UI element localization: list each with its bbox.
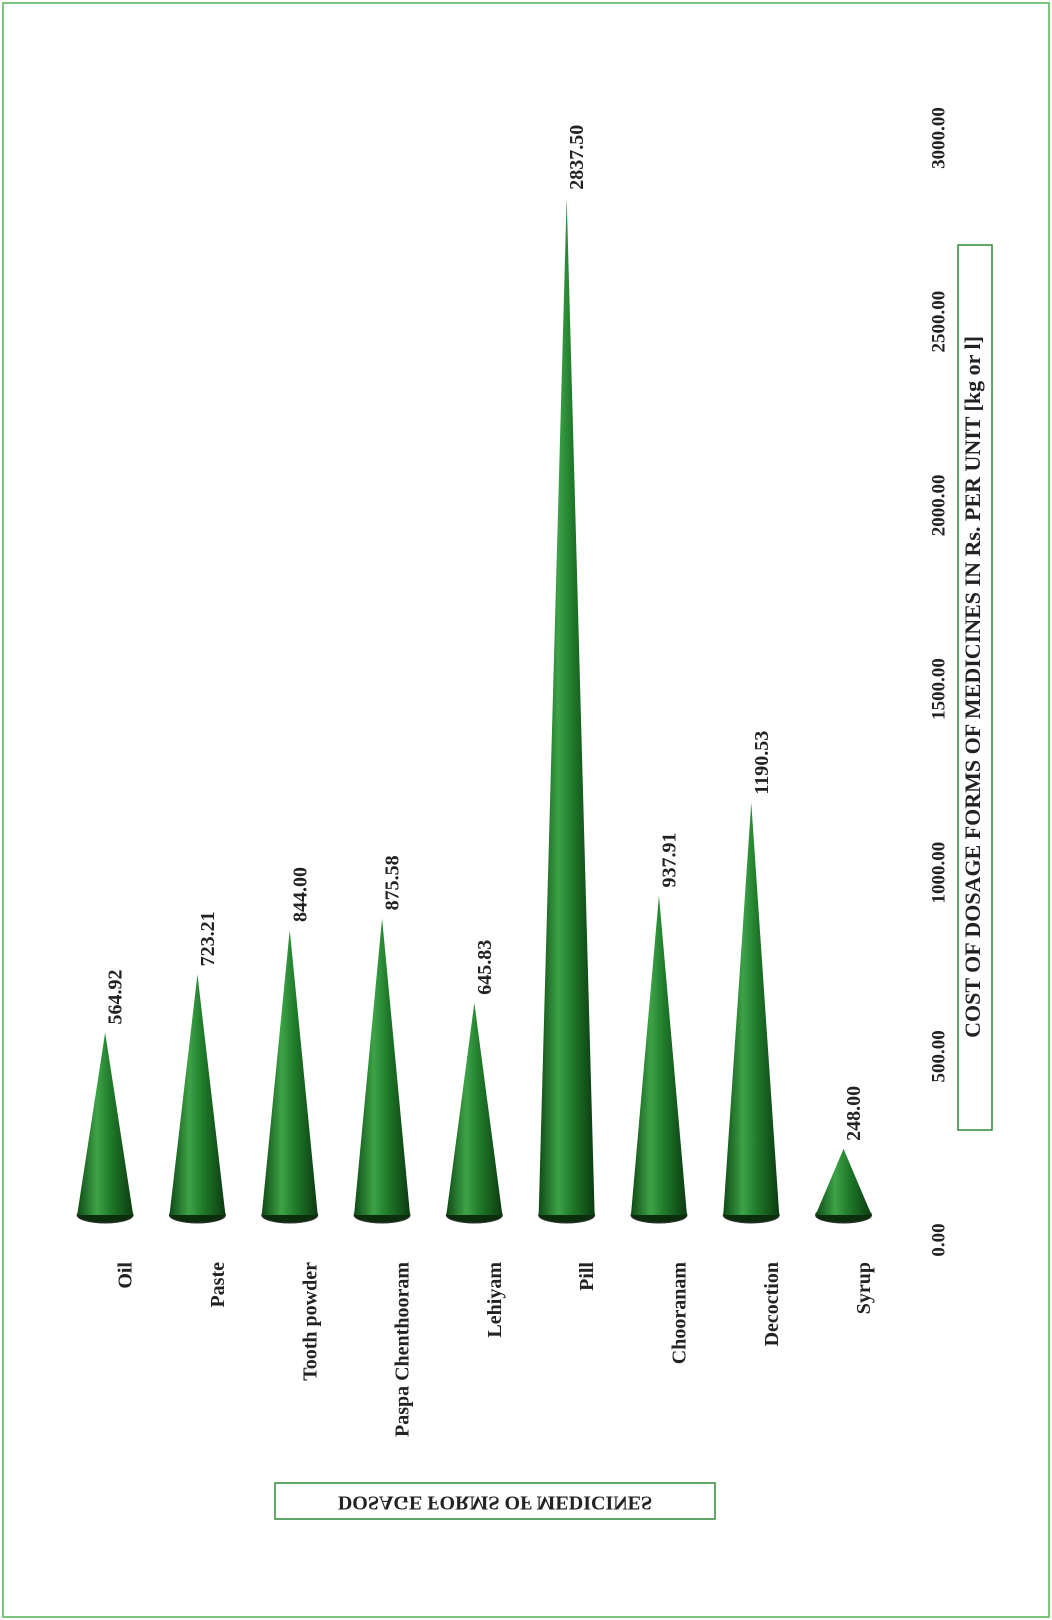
cone (77, 1032, 134, 1215)
cone (538, 197, 595, 1216)
y-tick-label: 3000.00 (928, 107, 949, 169)
value-label: 937.91 (659, 832, 681, 887)
x-tick-label: Lehiyam (484, 1262, 506, 1338)
y-tick-label: 2500.00 (928, 291, 949, 353)
x-tick-label: Pill (576, 1262, 598, 1291)
cone (354, 918, 411, 1215)
value-label: 1190.53 (751, 731, 773, 795)
cone (723, 802, 780, 1215)
cone (815, 1148, 872, 1215)
x-tick-label: Tooth powder (299, 1262, 321, 1381)
value-label: 564.92 (105, 969, 127, 1024)
y-tick-label: 1500.00 (928, 658, 949, 720)
x-tick-label: Paste (207, 1262, 229, 1308)
x-tick-label: Syrup (853, 1262, 875, 1314)
value-label: 645.83 (474, 940, 496, 995)
x-title-box (274, 1482, 716, 1520)
y-tick-label: 1000.00 (928, 842, 949, 904)
y-axis-title: COST OF DOSAGE FORMS OF MEDICINES IN Rs.… (960, 336, 985, 1038)
x-tick-label: Chooranam (669, 1262, 691, 1365)
value-label: 248.00 (843, 1086, 865, 1141)
value-label: 2837.50 (566, 125, 588, 190)
value-label: 844.00 (289, 867, 311, 922)
x-tick-label: Oil (115, 1262, 137, 1289)
y-title-box (957, 244, 993, 1131)
x-tick-label: Paspa Chenthooram (392, 1262, 414, 1437)
cone (630, 895, 687, 1215)
value-label: 875.58 (382, 855, 404, 910)
value-label: 723.21 (197, 911, 219, 966)
cone (261, 929, 318, 1215)
y-tick-label: 0.00 (928, 1223, 949, 1256)
y-tick-label: 500.00 (928, 1030, 949, 1082)
cone (169, 974, 226, 1215)
cone (446, 1002, 503, 1215)
x-tick-label: Decoction (761, 1262, 783, 1346)
x-axis-title: DOSAGE FORMS OF MEDICINES (338, 1491, 652, 1513)
y-tick-label: 2000.00 (928, 474, 949, 536)
